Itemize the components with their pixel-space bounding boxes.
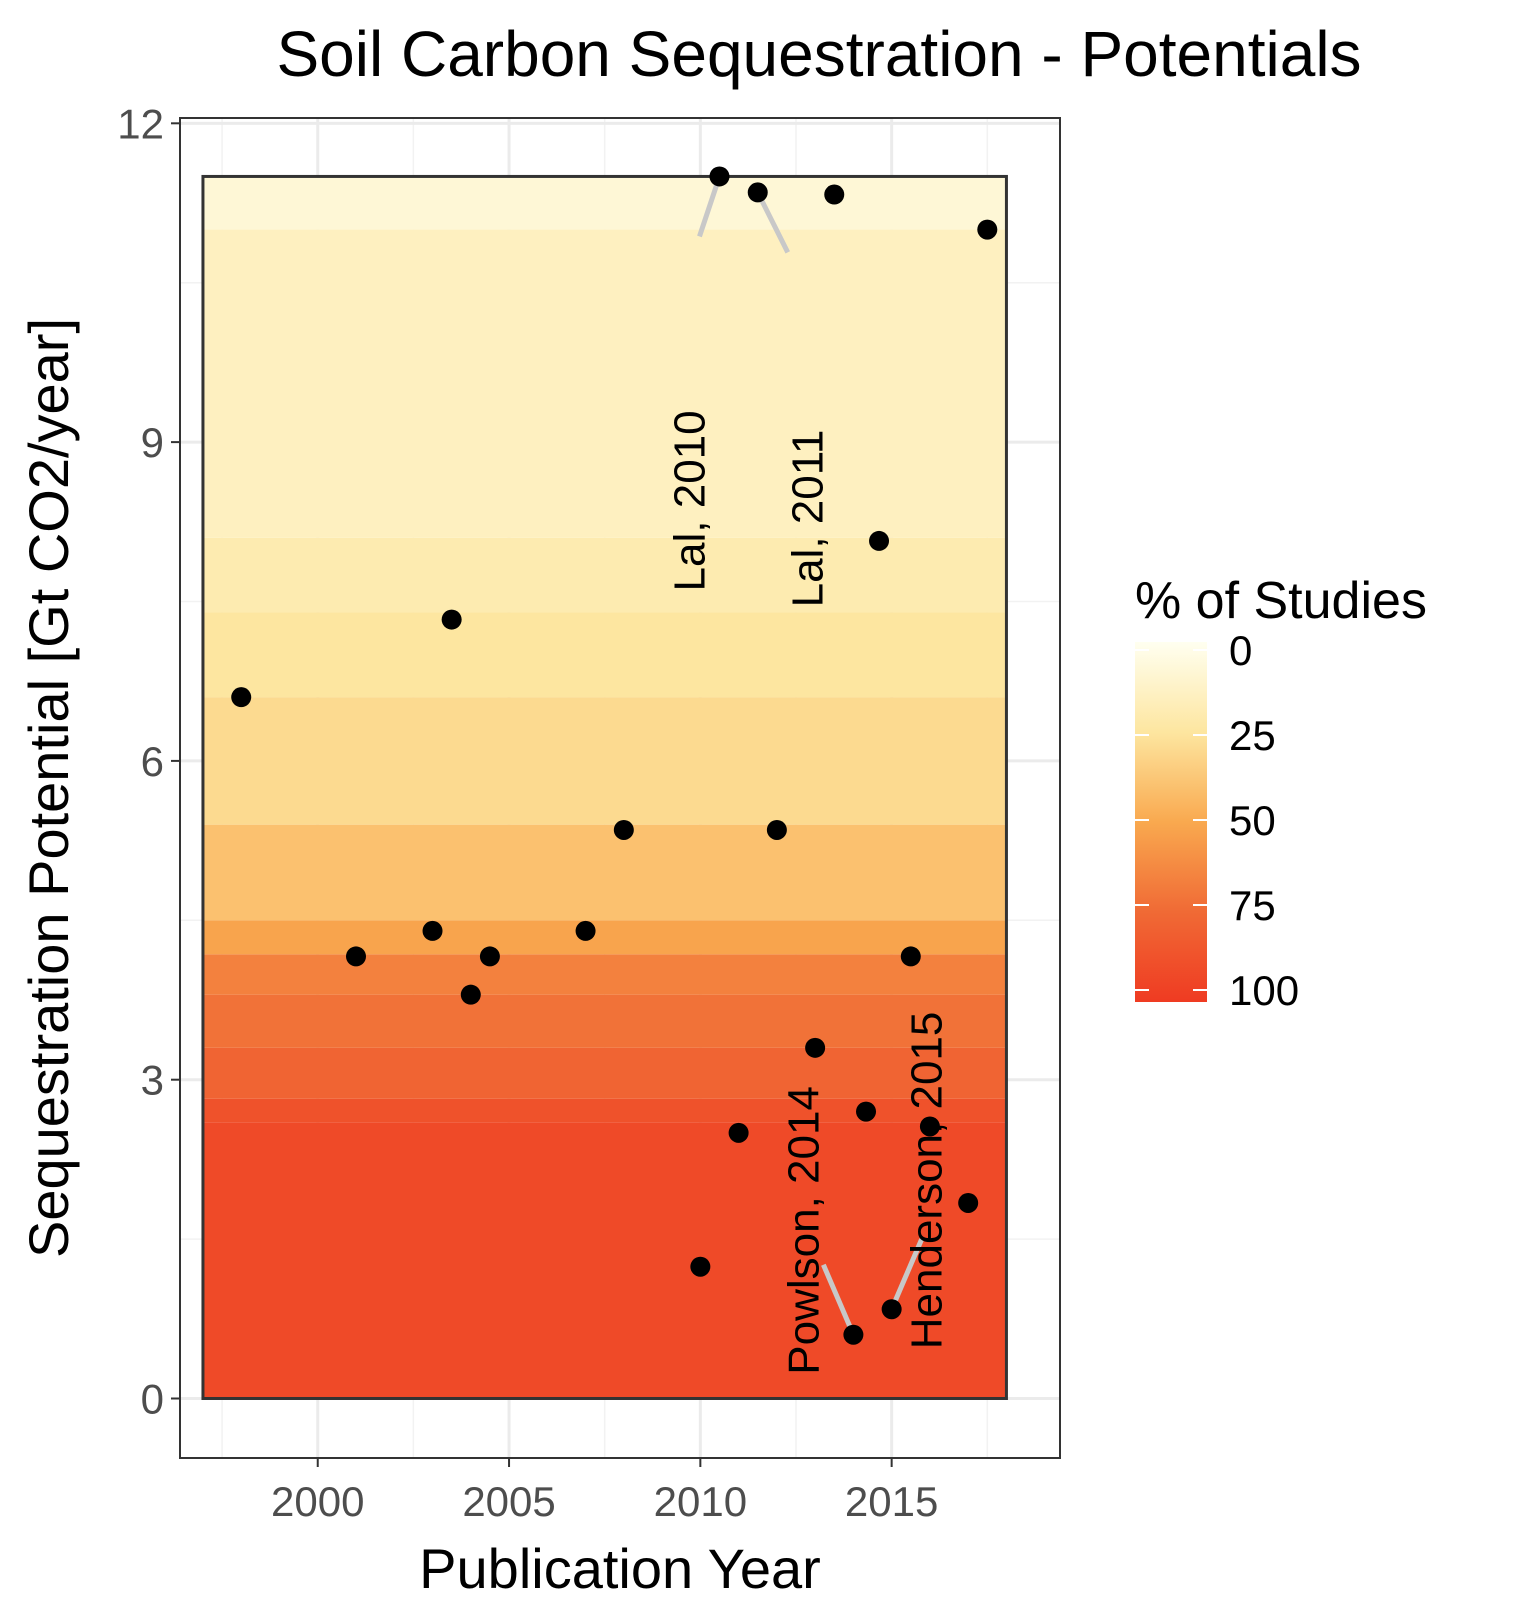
data-point — [728, 1122, 749, 1143]
y-axis-title: Sequestration Potential [Gt CO2/year] — [17, 318, 80, 1258]
data-point — [441, 609, 462, 630]
data-point — [690, 1256, 711, 1277]
x-tick-label: 2000 — [271, 1478, 364, 1525]
label-segment — [755, 191, 790, 254]
data-point — [919, 1116, 940, 1137]
label-segments — [697, 175, 924, 1336]
y-tick-label: 0 — [141, 1375, 164, 1422]
data-point — [869, 530, 890, 551]
data-point — [856, 1101, 877, 1122]
y-tick-label: 12 — [117, 100, 164, 147]
legend-title: % of Studies — [1135, 572, 1427, 630]
y-tick-label: 3 — [141, 1057, 164, 1104]
x-tick-label: 2005 — [462, 1478, 555, 1525]
legend-label: 50 — [1229, 797, 1276, 844]
data-point — [843, 1324, 864, 1345]
band-outline — [201, 174, 1008, 1400]
data-point — [479, 946, 500, 967]
point-label: Lal, 2011 — [784, 430, 833, 608]
data-point — [747, 182, 768, 203]
legend-ticks: 0 25 50 75 100 — [1135, 627, 1299, 1014]
data-point — [881, 1299, 902, 1320]
color-band — [202, 920, 1007, 955]
y-tick-label: 6 — [141, 738, 164, 785]
label-segment — [889, 1238, 924, 1311]
data-point — [977, 219, 998, 240]
data-point — [805, 1037, 826, 1058]
plot-border — [179, 117, 1061, 1459]
legend-label: 75 — [1229, 882, 1276, 929]
color-band — [202, 537, 1007, 613]
point-annotations: Lal, 2010 Lal, 2011 Powlson, 2014 Henderson… — [665, 410, 951, 1374]
color-band — [202, 176, 1007, 230]
color-band — [202, 229, 1007, 538]
y-axis: 0 3 6 9 12 — [117, 100, 180, 1422]
legend-label: 25 — [1229, 712, 1276, 759]
data-point — [958, 1192, 979, 1213]
x-tick-label: 2010 — [654, 1478, 747, 1525]
data-point — [231, 687, 252, 708]
y-tick-label: 9 — [141, 419, 164, 466]
label-segment — [821, 1263, 856, 1336]
color-band — [202, 697, 1007, 825]
x-tick-label: 2015 — [845, 1478, 938, 1525]
legend-label: 100 — [1229, 967, 1299, 1014]
data-point — [900, 946, 921, 967]
label-segment — [697, 175, 722, 238]
data-point — [824, 184, 845, 205]
point-label: Powlson, 2014 — [779, 1086, 828, 1375]
chart-title: Soil Carbon Sequestration - Potentials — [276, 18, 1361, 90]
data-point — [766, 819, 787, 840]
data-point — [460, 984, 481, 1005]
data-point — [709, 166, 730, 187]
color-band — [202, 1047, 1007, 1099]
data-point — [346, 946, 366, 967]
point-label: Lal, 2010 — [665, 410, 714, 591]
x-axis: 2000 2005 2010 2015 — [271, 1458, 938, 1525]
color-band — [202, 824, 1007, 921]
color-band — [202, 954, 1007, 995]
legend-label: 0 — [1229, 627, 1252, 674]
data-point — [575, 920, 596, 941]
color-band — [202, 994, 1007, 1048]
data-points — [231, 166, 998, 1345]
legend-colorbar — [1135, 642, 1207, 1002]
color-band — [202, 612, 1007, 698]
data-point — [613, 819, 634, 840]
color-band — [202, 1122, 1007, 1399]
point-label: Henderson, 2015 — [903, 1012, 952, 1350]
x-axis-title: Publication Year — [419, 1537, 821, 1600]
data-point — [422, 920, 443, 941]
legend: % of Studies 0 25 50 75 100 — [1135, 572, 1427, 1014]
color-band — [202, 1098, 1007, 1123]
background-bands — [202, 176, 1007, 1399]
